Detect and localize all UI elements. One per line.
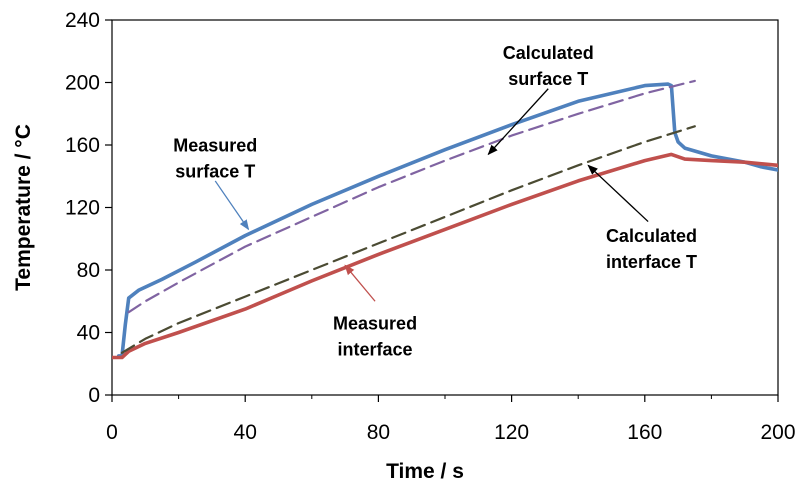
x-tick-label: 160 — [627, 421, 662, 444]
y-tick-label: 200 — [65, 72, 100, 95]
y-tick-label: 240 — [65, 9, 100, 32]
y-tick-label: 160 — [65, 134, 100, 157]
x-tick-label: 200 — [760, 421, 795, 444]
y-tick-label: 0 — [88, 384, 100, 407]
y-axis-title: Temperature / °C — [12, 124, 35, 291]
y-tick-label: 120 — [65, 197, 100, 220]
series-line-calculated-surface — [127, 79, 696, 314]
x-tick-label: 80 — [367, 421, 390, 444]
annotation-arrow-calculated-interface — [587, 164, 649, 223]
x-axis-title: Time / s — [386, 460, 464, 483]
annotation-measured-surface: Measured surface T — [173, 135, 257, 181]
x-tick-label: 120 — [494, 421, 529, 444]
y-tick-label: 80 — [77, 259, 100, 282]
annotation-calculated-surface: Calculated surface T — [503, 43, 594, 89]
y-tick-label: 40 — [77, 322, 100, 345]
plot-frame — [111, 19, 779, 396]
annotation-arrow-measured-surface — [214, 180, 250, 231]
series-line-measured-surface — [116, 82, 778, 358]
annotation-calculated-interface: Calculated interface T — [606, 226, 697, 272]
series-line-measured-interface — [112, 152, 778, 360]
x-tick-label: 0 — [106, 421, 118, 444]
annotation-arrow-measured-interface — [344, 264, 376, 302]
annotation-measured-interface: Measured interface — [333, 313, 417, 359]
annotation-arrow-calculated-surface — [487, 88, 549, 156]
series-line-calculated-interface — [120, 125, 696, 354]
x-tick-label: 40 — [234, 421, 257, 444]
